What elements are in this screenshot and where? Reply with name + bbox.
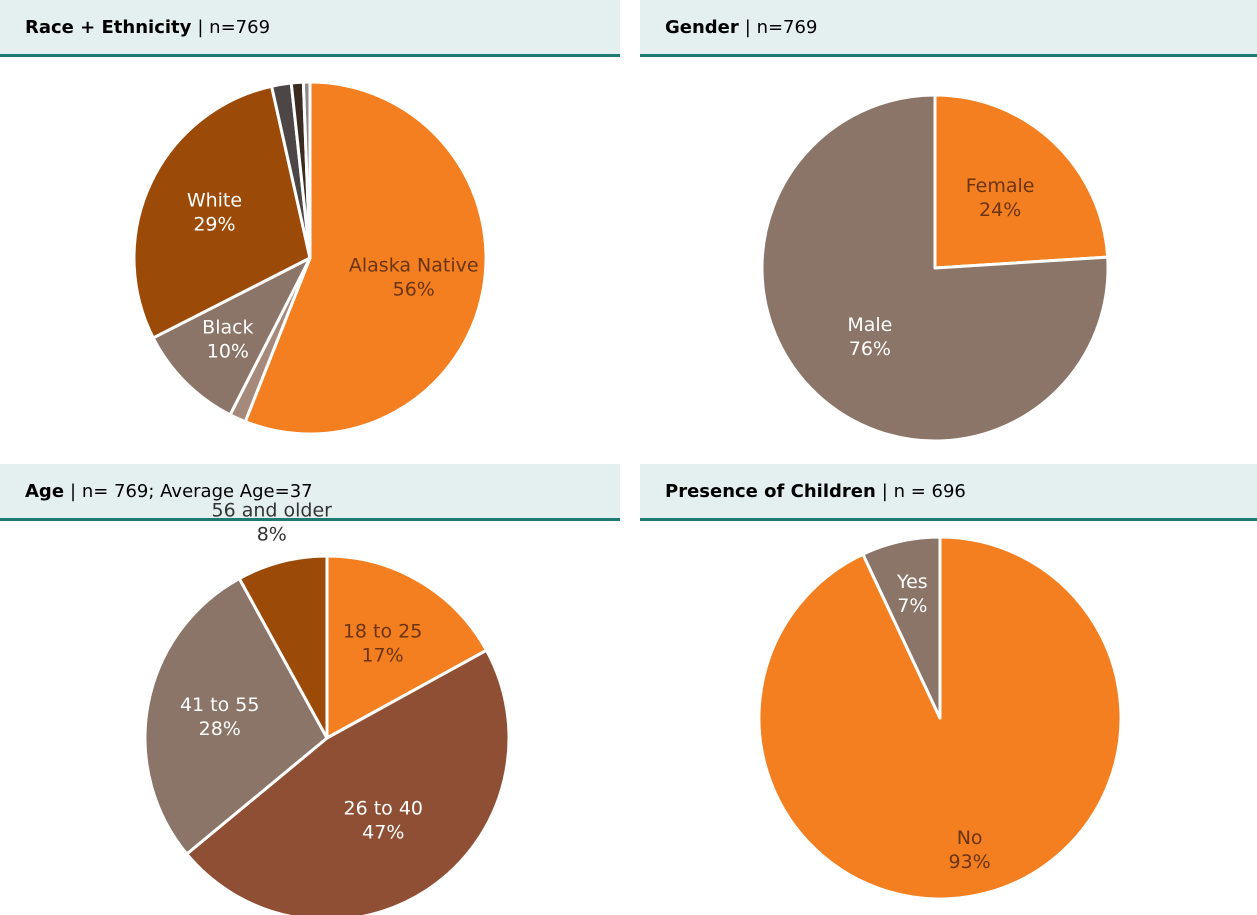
pie-slice — [760, 93, 1110, 443]
slice-label: Female — [966, 175, 1035, 197]
pie-slice — [185, 648, 511, 915]
panel-header — [0, 0, 620, 54]
slice-value-label: 47% — [362, 821, 404, 843]
slice-label: 26 to 40 — [344, 797, 424, 819]
slice-value-label: 93% — [948, 851, 990, 873]
slice-value-label: 7% — [897, 595, 927, 617]
title-sub: | n=769 — [197, 17, 270, 38]
slice-value-label: 76% — [849, 338, 891, 360]
pie-slice — [933, 93, 1110, 270]
panel-header — [640, 464, 1257, 518]
header-rule — [0, 518, 620, 521]
header-rule — [0, 54, 620, 57]
header-rule — [640, 518, 1257, 521]
title-sub: | n= 769; Average Age=37 — [70, 481, 313, 502]
title-sub: | n = 696 — [882, 481, 966, 502]
slice-label: Yes — [896, 571, 928, 593]
slice-label: No — [957, 827, 983, 849]
slice-value-label: 28% — [199, 718, 241, 740]
header-rule — [640, 54, 1257, 57]
pie-slice — [243, 80, 488, 436]
slice-label: 41 to 55 — [180, 694, 260, 716]
panel-title: Gender | n=769 — [665, 17, 817, 38]
slice-label: White — [187, 190, 242, 212]
slice-label: Black — [202, 317, 253, 339]
panel-title: Presence of Children | n = 696 — [665, 481, 966, 502]
panel-header — [0, 464, 620, 518]
pie-slice — [132, 84, 312, 340]
pie-slice — [151, 256, 312, 417]
slice-value-label: 17% — [361, 645, 403, 667]
pie-slice — [301, 80, 312, 260]
panel-title: Age | n= 769; Average Age=37 — [25, 481, 313, 502]
slice-label: Alaska Native — [349, 254, 479, 276]
slice-value-label: 10% — [207, 341, 249, 363]
slice-value-label: 29% — [193, 214, 235, 236]
title-bold: Race + Ethnicity — [25, 17, 192, 38]
panel-title: Race + Ethnicity | n=769 — [25, 17, 270, 38]
slice-label: Male — [847, 314, 892, 336]
slice-value-label: 8% — [257, 523, 287, 545]
slice-value-label: 24% — [979, 199, 1021, 221]
pie-slice — [861, 535, 942, 720]
title-bold: Gender — [665, 17, 739, 38]
pie-slice — [325, 554, 488, 740]
pie-slice — [143, 577, 329, 856]
pie-slice — [237, 554, 329, 740]
title-bold: Age — [25, 481, 64, 502]
slice-label: 18 to 25 — [343, 621, 423, 643]
title-sub: | n=769 — [745, 17, 818, 38]
slice-value-label: 56% — [393, 278, 435, 300]
slice-label: 56 and older — [212, 499, 333, 521]
title-bold: Presence of Children — [665, 481, 876, 502]
panel-header — [640, 0, 1257, 54]
